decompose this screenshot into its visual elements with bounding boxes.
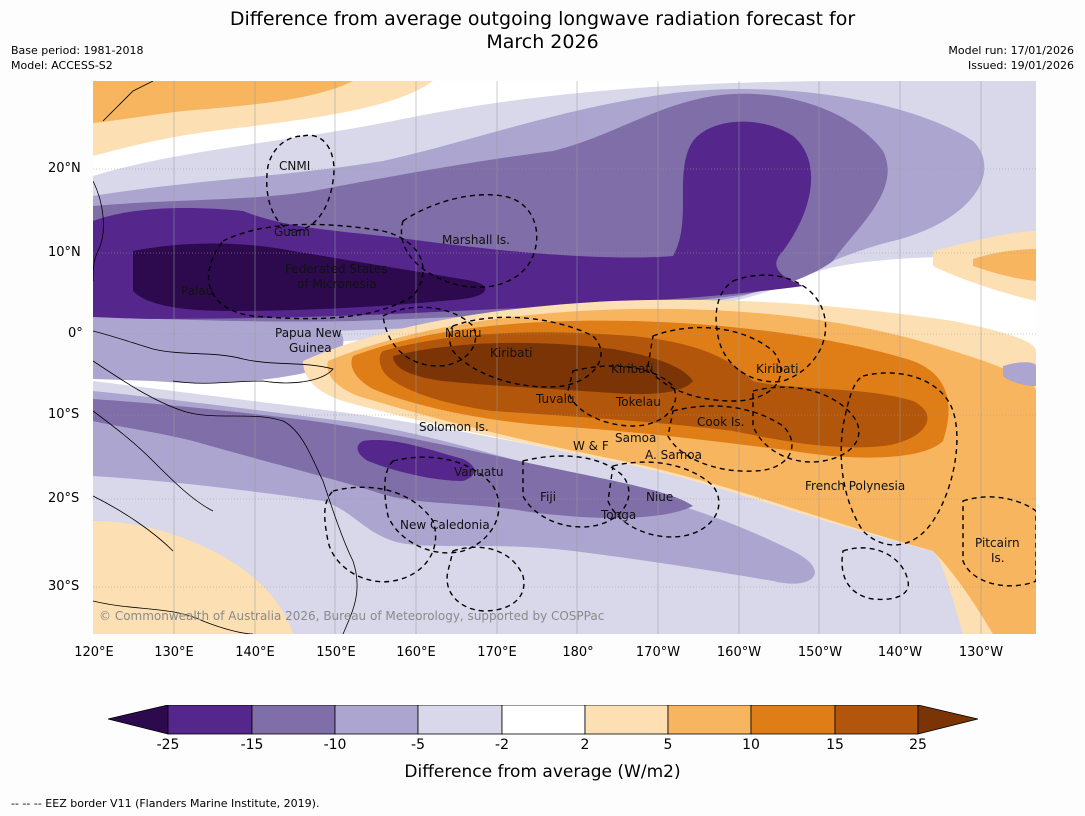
lon-label-140e: 140°E <box>235 645 275 660</box>
place-label-marshall: Marshall Is. <box>442 233 510 247</box>
lon-label-180: 180° <box>562 645 594 660</box>
lon-label-160e: 160°E <box>396 645 436 660</box>
colorbar-tick-neg25: -25 <box>156 737 180 753</box>
colorbar-swatch-neg25-neg15 <box>167 705 253 735</box>
lat-label-10n: 10°N <box>48 245 81 260</box>
lat-label-0: 0° <box>68 326 83 341</box>
place-label-samoa: Samoa <box>615 431 657 445</box>
map-panel <box>93 81 1036 634</box>
coastlines <box>93 81 358 634</box>
colorbar-tick-5: 5 <box>663 737 673 753</box>
model-name: Model: ACCESS-S2 <box>11 59 113 72</box>
place-label-guam: Guam <box>274 225 310 239</box>
colorbar-tick-25: 25 <box>909 737 927 753</box>
colorbar-tick-neg15: -15 <box>240 737 264 753</box>
map-title: Difference from average outgoing longwav… <box>0 8 1085 54</box>
olr-anomaly-field <box>93 81 1036 634</box>
lat-label-10s: 10°S <box>48 407 80 422</box>
colorbar-swatch-above-25 <box>917 705 978 735</box>
contour-nw-orange-strong <box>93 81 353 123</box>
lon-label-140w: 140°W <box>877 645 923 660</box>
colorbar-tick-10: 10 <box>742 737 760 753</box>
colorbar-swatch-5-10 <box>667 705 752 735</box>
place-label-solomon: Solomon Is. <box>419 420 489 434</box>
colorbar-swatch-neg5-neg2 <box>417 705 503 735</box>
place-label-pitcairn-line2: Is. <box>991 551 1005 565</box>
place-label-png-line1: Papua New <box>275 326 342 340</box>
colorbar-title: Difference from average (W/m2) <box>404 762 681 782</box>
colorbar-swatch-neg15-neg10 <box>251 705 336 735</box>
colorbar-tick-15: 15 <box>826 737 844 753</box>
colorbar-swatch-15-25 <box>834 705 919 735</box>
issued-date: Issued: 19/01/2026 <box>967 59 1074 72</box>
lon-label-170w: 170°W <box>635 645 681 660</box>
colorbar <box>108 705 978 735</box>
title-line-1: Difference from average outgoing longwav… <box>229 8 856 30</box>
meta-left: Base period: 1981-2018 Model: ACCESS-S2 <box>11 43 143 73</box>
meta-right: Model run: 17/01/2026 Issued: 19/01/2026 <box>948 43 1074 73</box>
place-label-fiji: Fiji <box>540 490 557 504</box>
colorbar-tick-neg5: -5 <box>411 737 425 753</box>
colorbar-tick-2: 2 <box>580 737 590 753</box>
place-label-kiribati-central: Kiribati <box>611 362 654 376</box>
eez-footnote: -- -- -- EEZ border V11 (Flanders Marine… <box>11 797 320 810</box>
place-label-cook: Cook Is. <box>697 415 745 429</box>
place-label-kiribati-west: Kiribati <box>490 346 533 360</box>
model-run: Model run: 17/01/2026 <box>948 44 1074 57</box>
lon-label-120e: 120°E <box>74 645 114 660</box>
place-label-nauru: Nauru <box>445 326 482 340</box>
eez-borders <box>207 134 1036 612</box>
colorbar-swatch-below-25 <box>108 705 169 735</box>
place-label-palau: Palau <box>181 284 214 298</box>
place-label-american-samoa: A. Samoa <box>645 448 702 462</box>
colorbar-tick-neg2: -2 <box>495 737 509 753</box>
contour-eq-darkest <box>393 342 693 395</box>
lon-label-160w: 160°W <box>716 645 762 660</box>
contour-north-darkest <box>133 243 486 311</box>
contour-sw-orange <box>93 521 293 634</box>
colorbar-swatch-neg10-neg5 <box>334 705 419 735</box>
graticule <box>93 81 1036 634</box>
title-line-2: March 2026 <box>486 31 599 53</box>
place-label-tonga: Tonga <box>601 508 637 522</box>
place-label-cnmi: CNMI <box>279 159 311 173</box>
place-label-french-polynesia: French Polynesia <box>805 479 906 493</box>
place-label-wallis-futuna: W & F <box>573 439 609 453</box>
place-label-vanuatu: Vanuatu <box>454 465 504 479</box>
contour-ne-orange-strong <box>973 249 1036 281</box>
contour-east-lavender <box>1003 362 1036 386</box>
contour-west-lavender <box>93 317 344 383</box>
place-label-tuvalu: Tuvalu <box>536 392 575 406</box>
place-label-pitcairn-line1: Pitcairn <box>975 536 1020 550</box>
lon-label-150w: 150°W <box>797 645 843 660</box>
place-label-fsm-line1: Federated States <box>285 262 388 276</box>
place-label-fsm-line2: of Micronesia <box>297 277 377 291</box>
colorbar-swatch-10-15 <box>750 705 836 735</box>
lat-label-20n: 20°N <box>48 161 81 176</box>
lon-label-130e: 130°E <box>154 645 194 660</box>
place-label-new-caledonia: New Caledonia <box>400 518 490 532</box>
lon-label-170e: 170°E <box>477 645 517 660</box>
lat-label-20s: 20°S <box>48 491 80 506</box>
lon-label-150e: 150°E <box>316 645 356 660</box>
lat-label-30s: 30°S <box>48 579 80 594</box>
colorbar-swatch-neg2-2 <box>501 705 586 735</box>
place-label-niue: Niue <box>646 490 674 504</box>
place-label-kiribati-east: Kiribati <box>756 362 799 376</box>
place-label-png-line2: Guinea <box>289 341 332 355</box>
colorbar-swatch-2-5 <box>584 705 669 735</box>
copyright-notice: © Commonwealth of Australia 2026, Bureau… <box>99 609 605 623</box>
lon-label-130w: 130°W <box>958 645 1004 660</box>
colorbar-tick-neg10: -10 <box>323 737 347 753</box>
place-label-tokelau: Tokelau <box>616 395 661 409</box>
base-period: Base period: 1981-2018 <box>11 44 144 57</box>
